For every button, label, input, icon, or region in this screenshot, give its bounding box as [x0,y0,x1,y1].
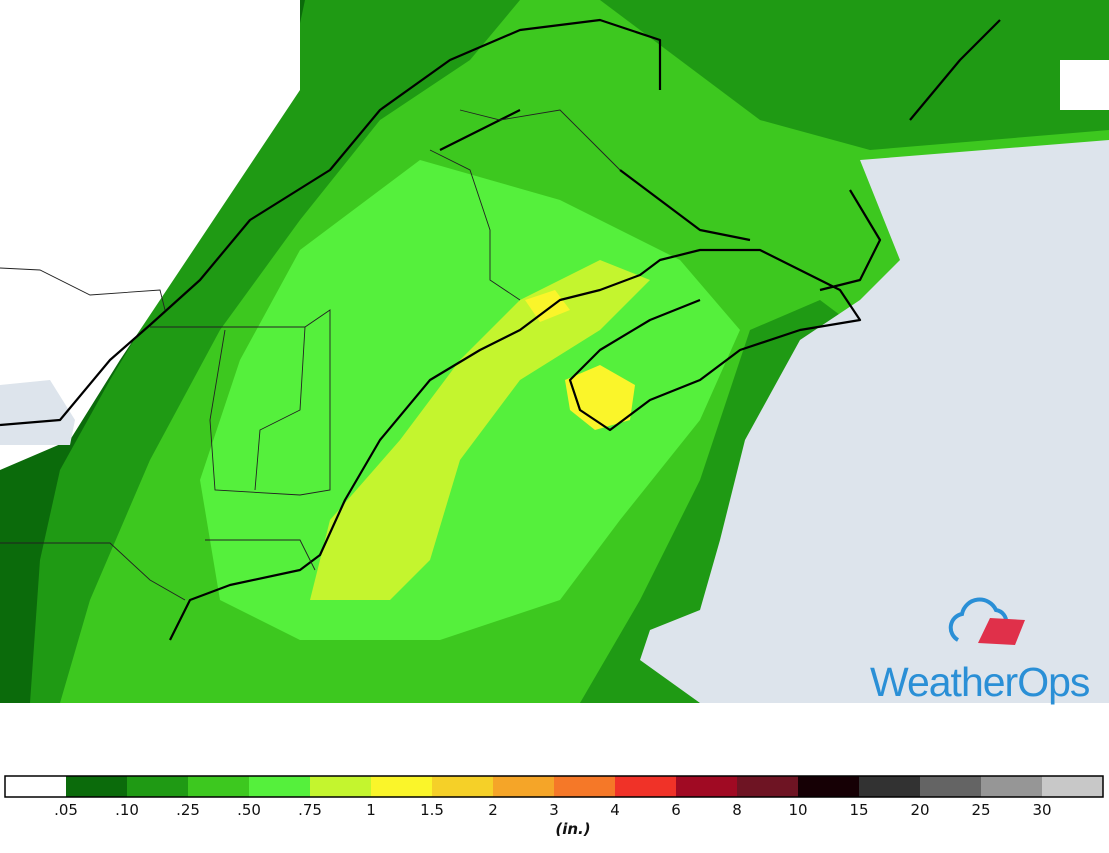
legend-swatch [371,776,433,797]
legend-label: .75 [298,801,322,819]
legend-label: 6 [671,801,681,819]
legend-label: 25 [971,801,990,819]
ocean [640,140,1109,703]
rain-zone [525,290,570,322]
map [0,0,1109,703]
legend-swatch [127,776,189,797]
legend-swatch [615,776,677,797]
legend-label: 10 [788,801,807,819]
legend-label: 1 [366,801,376,819]
legend-label: 15 [849,801,868,819]
legend-swatch [798,776,860,797]
rain-zone [310,260,650,600]
legend-swatch [493,776,555,797]
legend-label: .25 [176,801,200,819]
legend-label: 3 [549,801,559,819]
legend-frame [4,775,1104,798]
legend-swatch [5,776,67,797]
legend-label: .50 [237,801,261,819]
legend-swatch [554,776,616,797]
dry-zone [0,0,300,470]
legend-swatch [249,776,311,797]
legend-swatch [676,776,738,797]
legend-swatch [66,776,128,797]
legend-swatch [188,776,250,797]
lake [0,380,75,445]
legend-swatch [859,776,921,797]
legend-label: 8 [732,801,742,819]
legend-label: 4 [610,801,620,819]
logo-grid [978,618,1025,645]
legend-label: 30 [1032,801,1051,819]
logo-text: WeatherOps [870,659,1090,705]
legend-swatch [310,776,372,797]
legend-label: 1.5 [420,801,444,819]
dry-zone [1060,60,1109,110]
legend-swatch [432,776,494,797]
legend-label: .10 [115,801,139,819]
legend-swatch [1042,776,1104,797]
logo: WeatherOps [870,597,1091,705]
legend-swatch [981,776,1043,797]
legend-label: 20 [910,801,929,819]
legend-label: .05 [54,801,78,819]
rain-zone [565,365,635,430]
legend-swatch [920,776,982,797]
legend-label: 2 [488,801,498,819]
legend-swatch [737,776,799,797]
legend-unit: (in.) [555,820,590,838]
logo-cloud [948,597,1009,642]
